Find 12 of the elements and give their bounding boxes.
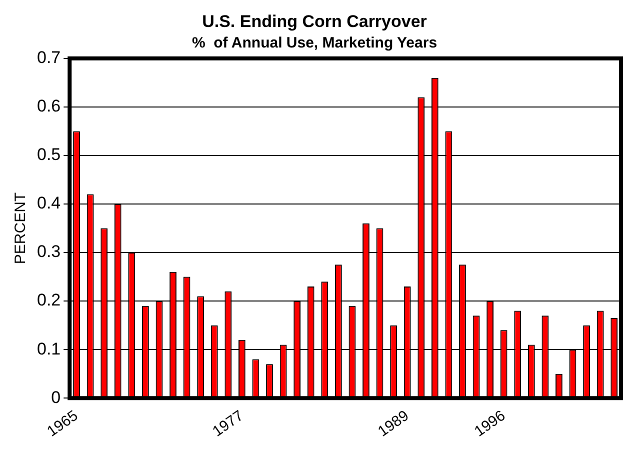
y-tick-label: 0.2 [36, 290, 61, 310]
y-tick-label: 0.7 [36, 48, 61, 68]
y-tick-label: 0.1 [36, 339, 61, 358]
y-tick-label: 0 [51, 388, 61, 407]
y-axis-title: PERCENT [12, 192, 30, 264]
y-tick-label: 0.5 [36, 145, 61, 164]
chart-subtitle: % of Annual Use, Marketing Years [192, 34, 438, 52]
y-tick-label: 0.6 [36, 96, 61, 116]
chart-title: U.S. Ending Corn Carryover [202, 12, 428, 31]
x-tick-label: 1989 [374, 407, 412, 440]
y-tick-label: 0.3 [36, 242, 61, 262]
y-tick-label: 0.4 [36, 194, 61, 213]
